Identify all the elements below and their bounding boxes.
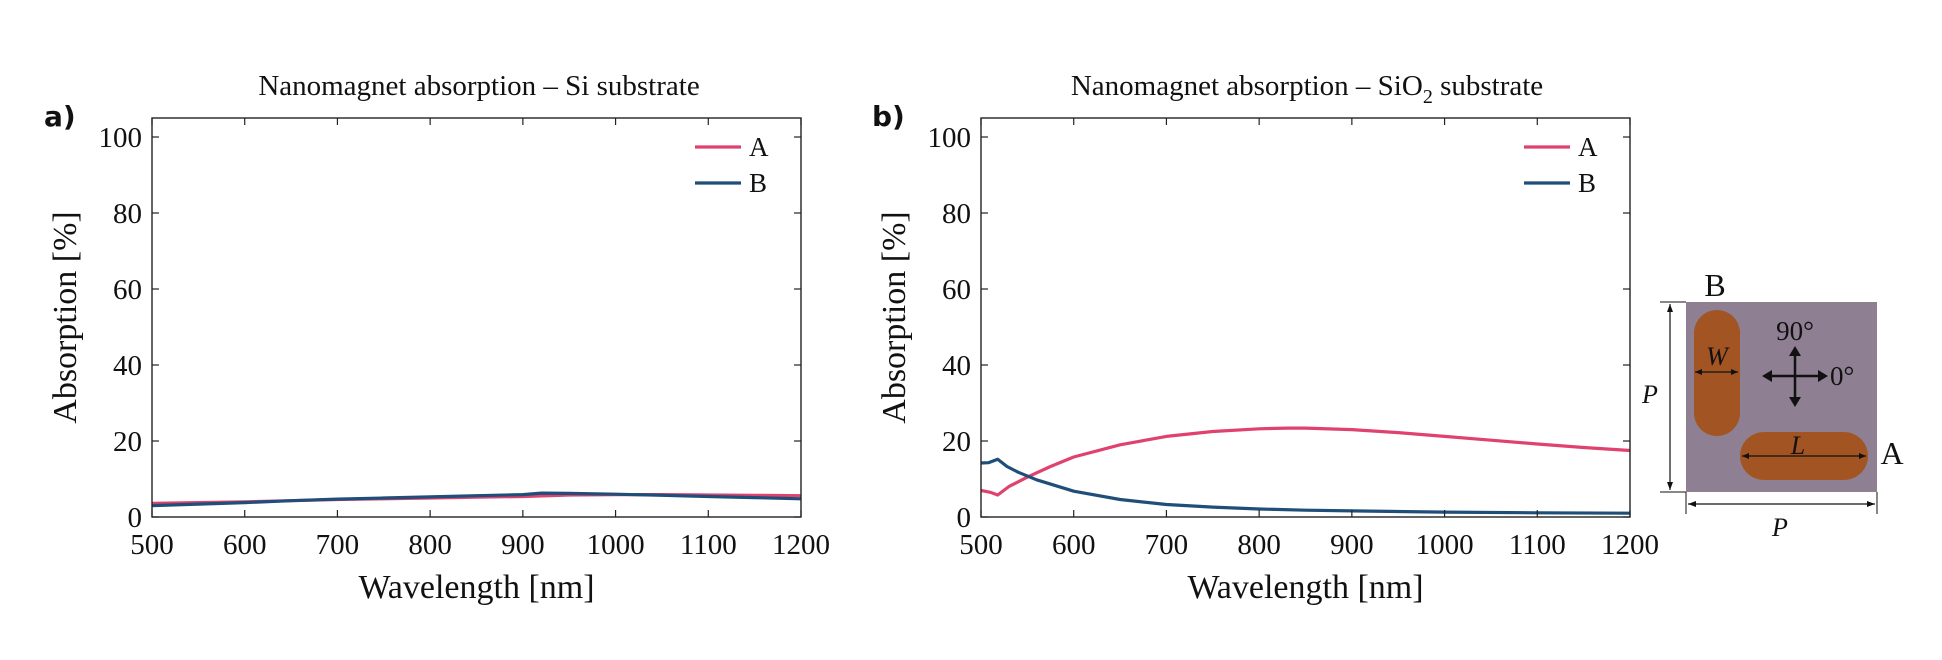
panel-b-ytick-label: 40 [942, 350, 971, 382]
inset-label-b: B [1704, 267, 1725, 303]
angle-90-label: 90° [1776, 316, 1814, 346]
panel-b-xtick-label: 800 [1237, 529, 1281, 561]
panel-a-ytick-label: 20 [113, 426, 142, 458]
panel-b-series-b-line [980, 457, 1631, 515]
panel-b-xtick-label: 1200 [1601, 529, 1659, 561]
panel-b-xtick-label: 700 [1145, 529, 1189, 561]
nanomagnet-unit-cell-inset: B A W L 90° 0° P P [1641, 267, 1904, 542]
panel-b-ytick-label: 0 [957, 502, 972, 534]
panel-a-legend-label-b: B [749, 168, 767, 198]
panel-a-x-axis-label: Wavelength [nm] [358, 569, 594, 606]
panel-a-xtick-label: 700 [316, 529, 360, 561]
panel-b-series-a-line [980, 426, 1631, 497]
panel-a-ytick-label: 60 [113, 274, 142, 306]
inset-p-horizontal-label: P [1771, 513, 1788, 542]
panel-b-y-axis-label: Absorption [%] [876, 211, 913, 423]
panel-b-title-subscript: 2 [1423, 86, 1433, 108]
inset-p-vertical-label: P [1641, 380, 1658, 409]
panel-a-ytick-label: 100 [99, 122, 143, 154]
panel-a-title: Nanomagnet absorption – Si substrate [258, 70, 699, 102]
panel-b-letter: b) [872, 100, 905, 133]
panel-a-xtick-label: 500 [130, 529, 174, 561]
panel-b-xtick-label: 1100 [1509, 529, 1566, 561]
panel-b-ytick-label: 100 [928, 122, 972, 154]
panel-b-xtick-label: 500 [959, 529, 1003, 561]
panel-b-ytick-label: 20 [942, 426, 971, 458]
panel-b-chart: 500 600 700 800 900 1000 1100 1200 0 20 40 60 80 100 W… [876, 117, 1659, 606]
panel-a-ytick-label: 0 [128, 502, 143, 534]
panel-b-ytick-label: 60 [942, 274, 971, 306]
inset-l-label: L [1790, 431, 1805, 460]
panel-b-title: Nanomagnet absorption – SiO2 substrate [1071, 70, 1543, 108]
panel-b-xtick-label: 1000 [1416, 529, 1474, 561]
panel-a-ytick-label: 40 [113, 350, 142, 382]
panel-b-ytick-label: 80 [942, 198, 971, 230]
panel-a-series-b-line [151, 491, 802, 508]
panel-a-letter: a) [44, 100, 76, 133]
panel-b-x-axis-label: Wavelength [nm] [1187, 569, 1423, 606]
panel-a-xtick-label: 900 [501, 529, 545, 561]
panel-a-legend-label-a: A [749, 132, 769, 162]
inset-w-label: W [1706, 342, 1730, 371]
panel-b-xtick-label: 900 [1330, 529, 1374, 561]
angle-0-label: 0° [1830, 361, 1854, 391]
panel-b-axes-box [980, 117, 1631, 518]
panel-b-xtick-label: 600 [1052, 529, 1096, 561]
panel-a-chart: 500 600 700 800 900 1000 1100 1200 0 20 40 60 80 100 W… [47, 117, 830, 606]
panel-a-xtick-label: 1100 [680, 529, 737, 561]
panel-a-xtick-label: 600 [223, 529, 267, 561]
panel-a-xtick-label: 1200 [772, 529, 830, 561]
panel-a-axes-box [151, 117, 802, 518]
panel-a-xtick-label: 1000 [587, 529, 645, 561]
panel-b-title-end: substrate [1433, 70, 1543, 102]
panel-a-xtick-label: 800 [408, 529, 452, 561]
panel-a-ytick-label: 80 [113, 198, 142, 230]
nanomagnet-b [1694, 310, 1740, 436]
inset-label-a: A [1880, 435, 1903, 471]
panel-a-y-axis-label: Absorption [%] [47, 211, 84, 423]
panel-b-legend-label-b: B [1578, 168, 1596, 198]
panel-b-legend-label-a: A [1578, 132, 1598, 162]
panel-b-title-main: Nanomagnet absorption – SiO [1071, 70, 1423, 102]
